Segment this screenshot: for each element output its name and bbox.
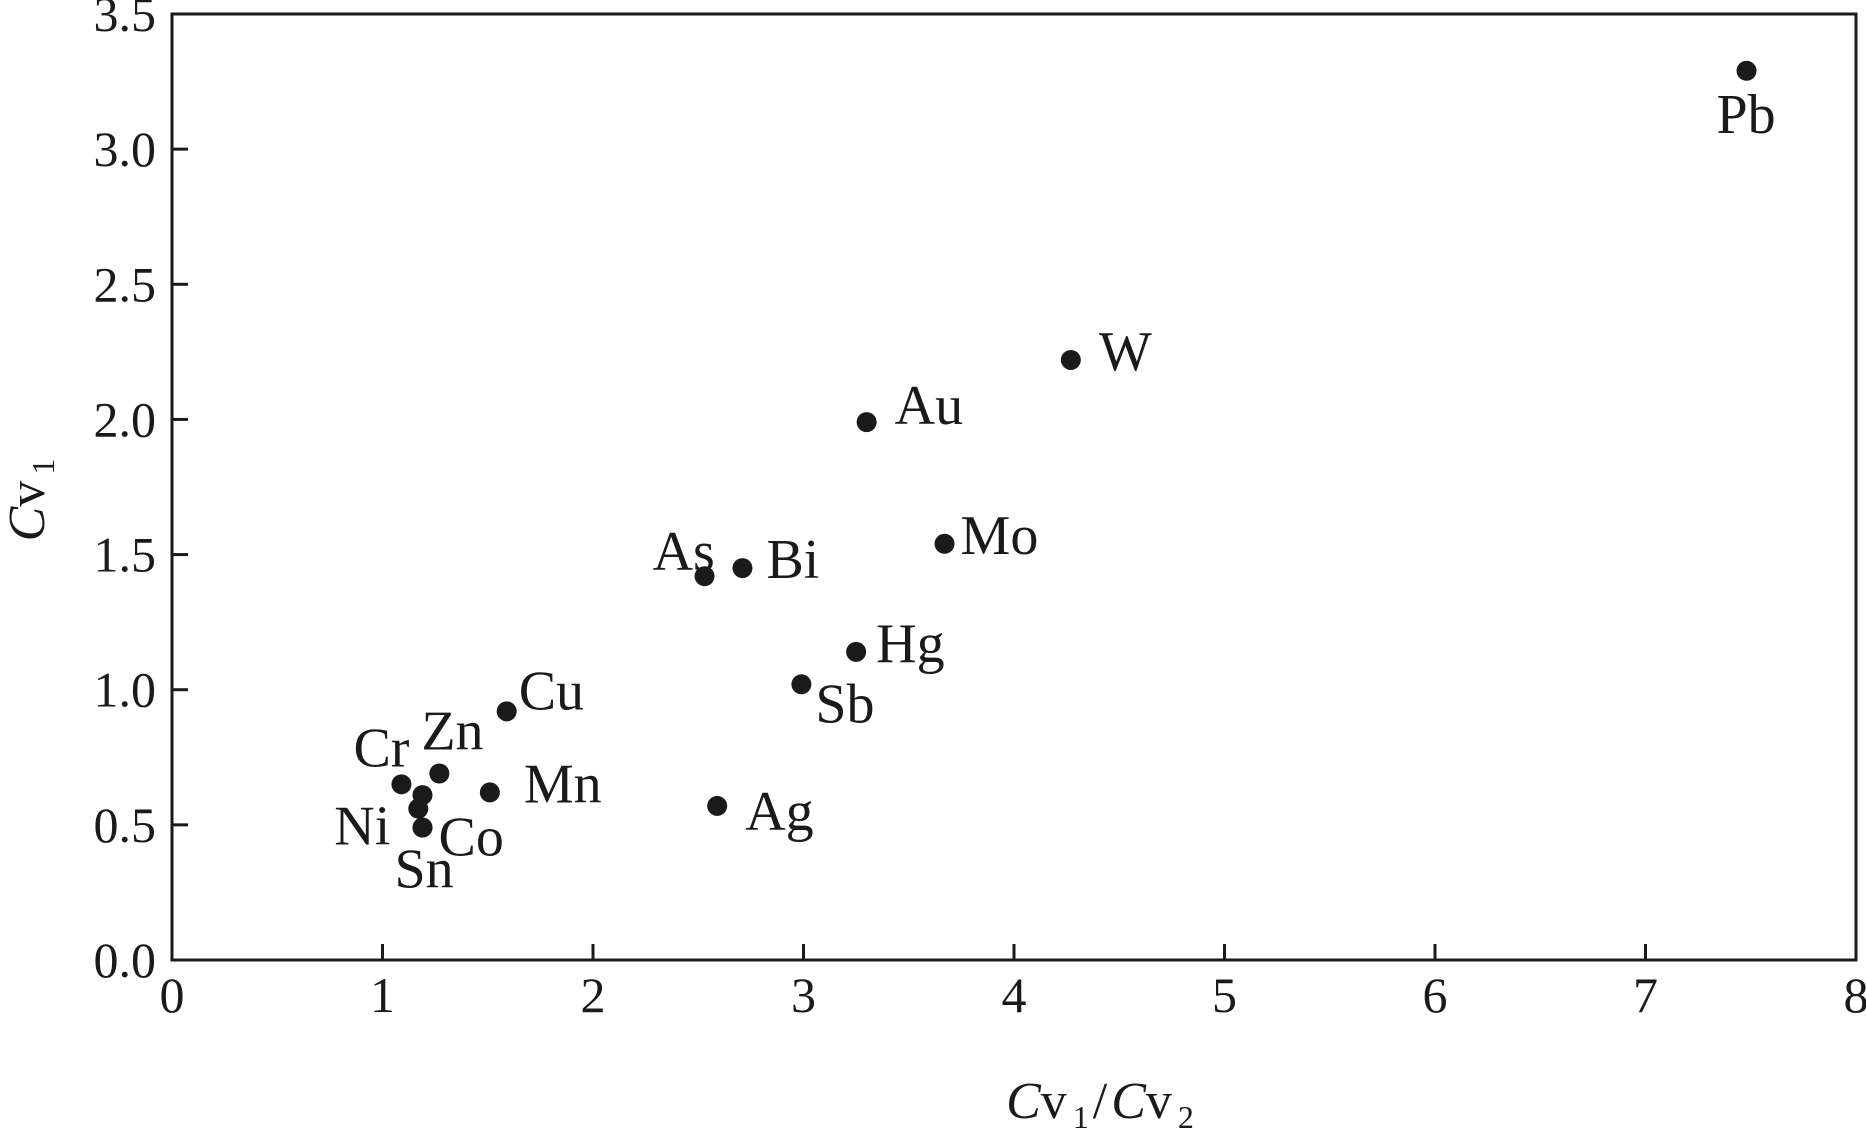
x-tick-label: 8 [1844, 967, 1866, 1023]
data-point-cu [496, 701, 517, 722]
point-label-co: Co [438, 807, 503, 869]
data-point-mn [479, 782, 500, 803]
point-label-pb: Pb [1717, 84, 1776, 146]
data-point-sn [412, 817, 433, 838]
point-label-cr: Cr [353, 717, 409, 779]
point-label-sn: Sn [394, 839, 453, 901]
point-label-as: As [653, 521, 715, 583]
y-tick-label: 3.0 [94, 121, 157, 177]
x-tick-label: 1 [370, 967, 395, 1023]
data-point-cr [391, 774, 412, 795]
data-point-ag [707, 795, 728, 816]
data-points [391, 60, 1757, 838]
x-tick-label: 0 [160, 967, 185, 1023]
point-label-au: Au [895, 375, 963, 437]
y-tick-label: 1.5 [94, 527, 157, 583]
point-label-w: W [1099, 321, 1152, 383]
data-point-sb [791, 674, 812, 695]
x-tick-label: 4 [1002, 967, 1027, 1023]
point-label-mo: Mo [961, 505, 1039, 567]
x-axis-title: Cv 1/Cv 2 [1006, 1073, 1194, 1130]
x-tick-label: 6 [1423, 967, 1448, 1023]
x-tick-label: 2 [581, 967, 606, 1023]
data-point-as [694, 566, 715, 587]
data-point-hg [846, 641, 867, 662]
point-label-sb: Sb [815, 673, 874, 735]
point-label-bi: Bi [766, 529, 819, 591]
y-tick-label: 2.0 [94, 391, 157, 447]
x-tick-label: 7 [1633, 967, 1658, 1023]
point-label-hg: Hg [876, 613, 944, 675]
point-label-cu: Cu [519, 660, 584, 722]
y-tick-label: 0.0 [94, 932, 157, 988]
x-tick-label: 5 [1212, 967, 1237, 1023]
y-axis-title: Cv1 [0, 459, 61, 542]
y-tick-label: 2.5 [94, 256, 157, 312]
y-tick-label: 1.0 [94, 662, 157, 718]
data-point-pb [1736, 60, 1757, 81]
axes: 0 1 2 3 4 5 6 7 8 0.0 0.5 1.0 1.5 2.0 2.5 3.0 3.5 [94, 0, 1866, 1023]
data-point-w [1060, 349, 1081, 370]
point-label-ni: Ni [334, 796, 390, 858]
y-tick-label: 0.5 [94, 797, 157, 853]
point-label-zn: Zn [421, 701, 483, 763]
data-point-mo [934, 533, 955, 554]
point-label-mn: Mn [524, 753, 602, 815]
data-point [412, 785, 433, 806]
point-label-ag: Ag [745, 781, 813, 843]
data-point-zn [429, 763, 450, 784]
data-point-bi [732, 558, 753, 579]
data-point-au [856, 412, 877, 433]
y-tick-label: 3.5 [94, 0, 157, 42]
x-tick-label: 3 [791, 967, 816, 1023]
